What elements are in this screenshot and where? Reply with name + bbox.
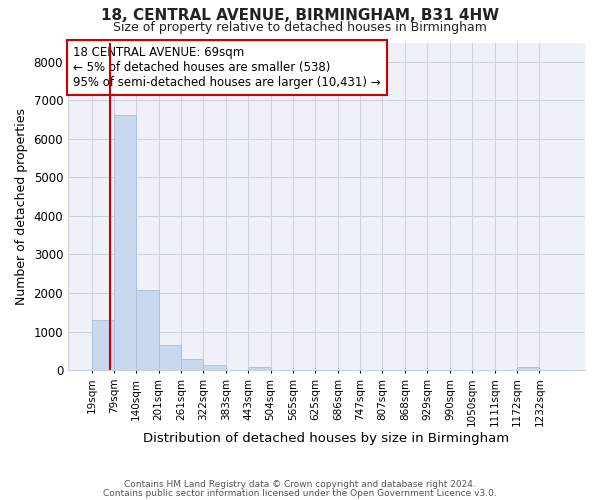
Bar xyxy=(248,366,271,370)
Bar xyxy=(136,290,159,370)
Y-axis label: Number of detached properties: Number of detached properties xyxy=(15,108,28,305)
Bar xyxy=(92,320,113,370)
X-axis label: Distribution of detached houses by size in Birmingham: Distribution of detached houses by size … xyxy=(143,432,509,445)
Text: Contains public sector information licensed under the Open Government Licence v3: Contains public sector information licen… xyxy=(103,489,497,498)
Bar xyxy=(203,365,226,370)
Bar xyxy=(181,360,203,370)
Bar xyxy=(159,345,181,370)
Bar xyxy=(517,367,539,370)
Text: Contains HM Land Registry data © Crown copyright and database right 2024.: Contains HM Land Registry data © Crown c… xyxy=(124,480,476,489)
Bar xyxy=(113,115,136,370)
Text: 18, CENTRAL AVENUE, BIRMINGHAM, B31 4HW: 18, CENTRAL AVENUE, BIRMINGHAM, B31 4HW xyxy=(101,8,499,22)
Text: 18 CENTRAL AVENUE: 69sqm
← 5% of detached houses are smaller (538)
95% of semi-d: 18 CENTRAL AVENUE: 69sqm ← 5% of detache… xyxy=(73,46,381,89)
Text: Size of property relative to detached houses in Birmingham: Size of property relative to detached ho… xyxy=(113,21,487,34)
